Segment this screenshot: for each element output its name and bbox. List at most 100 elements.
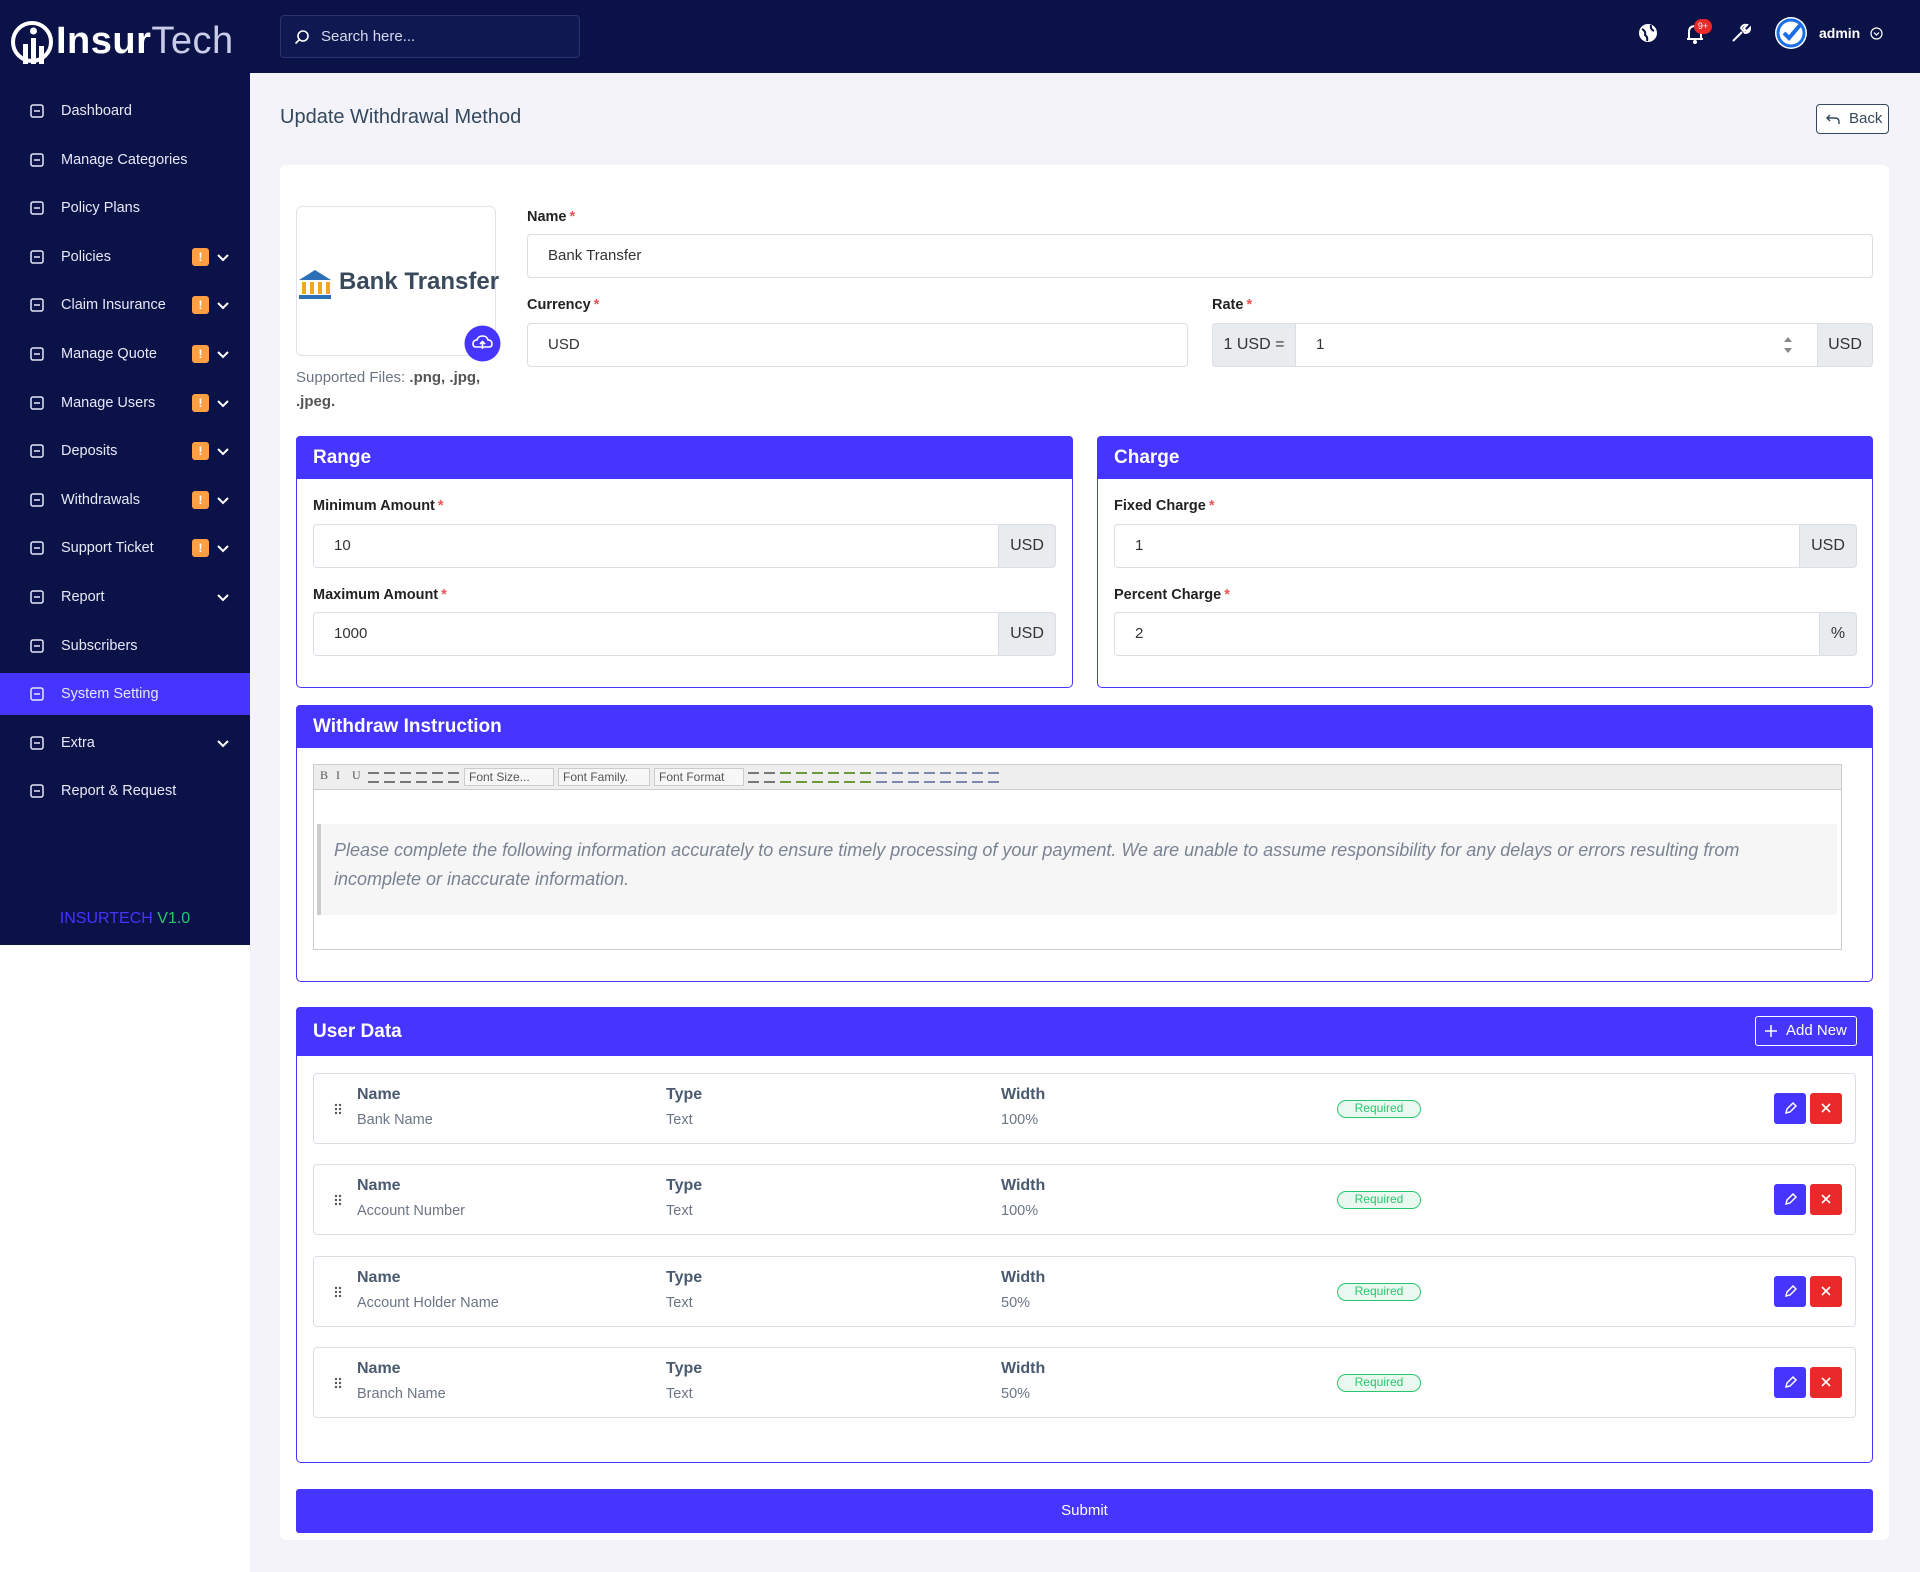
toolbar-icon[interactable] xyxy=(956,772,967,783)
toolbar-icon[interactable] xyxy=(780,772,791,783)
icon-shape xyxy=(30,590,44,604)
globe-icon[interactable] xyxy=(1637,22,1659,44)
icon-shape xyxy=(30,541,44,556)
delete-icon xyxy=(1821,1103,1831,1113)
minimum-input[interactable]: 10 xyxy=(313,524,999,568)
edit-button[interactable] xyxy=(1774,1093,1806,1124)
rate-input[interactable]: 1 xyxy=(1295,323,1818,367)
column-value: Account Holder Name xyxy=(357,1294,499,1311)
caret-shape xyxy=(217,545,229,553)
drag-dot xyxy=(338,1111,342,1115)
edit-button[interactable] xyxy=(1774,1366,1806,1398)
drag-handle[interactable] xyxy=(334,1377,342,1389)
name-input[interactable]: Bank Transfer xyxy=(527,234,1873,278)
edit-button[interactable] xyxy=(1774,1275,1806,1307)
toolbar-icon[interactable] xyxy=(908,772,919,783)
sidebar-item[interactable]: Support Ticket! xyxy=(0,524,250,573)
add-new-button[interactable]: Add New xyxy=(1755,1016,1857,1046)
drag-dot xyxy=(334,1385,338,1389)
toolbar-icon[interactable] xyxy=(876,772,887,783)
format-button[interactable]: U xyxy=(352,768,361,782)
toolbar-icon[interactable] xyxy=(368,772,379,783)
instruction-text[interactable]: Please complete the following informatio… xyxy=(334,840,1740,889)
toolbar-icon[interactable] xyxy=(448,772,459,783)
toolbar-icon[interactable] xyxy=(860,772,871,783)
toolbar-icon[interactable] xyxy=(844,772,855,783)
supported-types: .png, .jpg, .jpeg. xyxy=(296,369,481,410)
toolbar-icon[interactable] xyxy=(892,772,903,783)
sidebar-item[interactable]: Policy Plans xyxy=(0,184,250,233)
user-data-row: Name Bank Name Type Text Width 100% Required xyxy=(313,1073,1856,1144)
sidebar-icon xyxy=(30,687,44,701)
sidebar-item[interactable]: Extra xyxy=(0,719,250,768)
sidebar-item[interactable]: System Setting xyxy=(0,670,250,719)
column-value: 100% xyxy=(1001,1203,1039,1220)
sidebar-label: Manage Categories xyxy=(61,151,188,168)
toolbar-icon[interactable] xyxy=(384,772,395,783)
toolbar-icon[interactable] xyxy=(940,772,951,783)
sidebar-label: Policies xyxy=(61,248,111,265)
search-box[interactable]: Search here... xyxy=(280,15,580,58)
upload-button[interactable] xyxy=(464,325,501,362)
sidebar-item[interactable]: Manage Users! xyxy=(0,379,250,428)
sidebar-item[interactable]: Subscribers xyxy=(0,622,250,671)
delete-button[interactable] xyxy=(1810,1184,1842,1216)
toolbar-icon[interactable] xyxy=(796,772,807,783)
submit-button[interactable]: Submit xyxy=(296,1489,1873,1533)
wrench-icon[interactable] xyxy=(1729,22,1751,44)
drag-handle[interactable] xyxy=(334,1103,342,1115)
format-button[interactable]: I xyxy=(336,768,340,782)
toolbar-icon[interactable] xyxy=(972,772,983,783)
drag-dot xyxy=(334,1107,338,1111)
user-data-row: Name Account Holder Name Type Text Width 50% R… xyxy=(313,1255,1856,1327)
currency-input[interactable]: USD xyxy=(527,323,1188,367)
sidebar-item[interactable]: Deposits! xyxy=(0,427,250,476)
toolbar-icon[interactable] xyxy=(764,772,775,783)
delete-button[interactable] xyxy=(1810,1275,1842,1307)
sidebar-item[interactable]: Withdrawals! xyxy=(0,476,250,525)
avatar[interactable] xyxy=(1773,15,1809,51)
drag-handle[interactable] xyxy=(334,1194,342,1206)
toolbar-icon[interactable] xyxy=(988,772,999,783)
column-heading: Type xyxy=(666,1177,703,1195)
toolbar-icon[interactable] xyxy=(400,772,411,783)
sidebar-item[interactable]: Manage Categories xyxy=(0,136,250,185)
editor-toolbar: B I U Font Size... Font Family. Font Format xyxy=(314,765,1841,790)
sidebar-icon xyxy=(30,201,44,215)
drag-handle[interactable] xyxy=(334,1286,342,1298)
column-heading: Width xyxy=(1001,1359,1046,1377)
user-caret[interactable] xyxy=(1870,27,1883,40)
required-mark: * xyxy=(1246,297,1253,313)
delete-button[interactable] xyxy=(1810,1366,1842,1398)
toolbar-dropdown[interactable]: Font Size... xyxy=(464,768,554,786)
fixed-input[interactable]: 1 xyxy=(1114,524,1800,568)
toolbar-icon[interactable] xyxy=(828,772,839,783)
user-name[interactable]: admin xyxy=(1819,25,1861,41)
sidebar-item[interactable]: Report xyxy=(0,573,250,622)
column-value: 50% xyxy=(1001,1385,1031,1402)
sidebar-item[interactable]: Dashboard xyxy=(0,87,250,136)
toolbar-icon[interactable] xyxy=(416,772,427,783)
delete-button[interactable] xyxy=(1810,1093,1842,1124)
spinner[interactable] xyxy=(1782,334,1794,356)
drag-dot xyxy=(338,1103,342,1107)
edit-icon xyxy=(1784,1101,1798,1115)
toolbar-dropdown[interactable]: Font Family. xyxy=(558,768,650,786)
format-button[interactable]: B xyxy=(320,768,329,782)
edit-button[interactable] xyxy=(1774,1184,1806,1216)
sidebar-item[interactable]: Report & Request xyxy=(0,767,250,816)
sidebar-icon xyxy=(30,395,44,410)
toolbar-icon[interactable] xyxy=(432,772,443,783)
maximum-input[interactable]: 1000 xyxy=(313,612,999,656)
toolbar-icon[interactable] xyxy=(924,772,935,783)
toolbar-icon[interactable] xyxy=(748,772,759,783)
toolbar-dropdown[interactable]: Font Format xyxy=(654,768,744,786)
sidebar-item[interactable]: Manage Quote! xyxy=(0,330,250,379)
drag-dot xyxy=(338,1199,342,1202)
percent-input[interactable]: 2 xyxy=(1114,612,1820,656)
sidebar-item[interactable]: Policies! xyxy=(0,233,250,282)
status-badge: Required xyxy=(1337,1191,1421,1210)
sidebar-item[interactable]: Claim Insurance! xyxy=(0,281,250,330)
toolbar-icon[interactable] xyxy=(812,772,823,783)
column-heading: Type xyxy=(666,1268,703,1286)
